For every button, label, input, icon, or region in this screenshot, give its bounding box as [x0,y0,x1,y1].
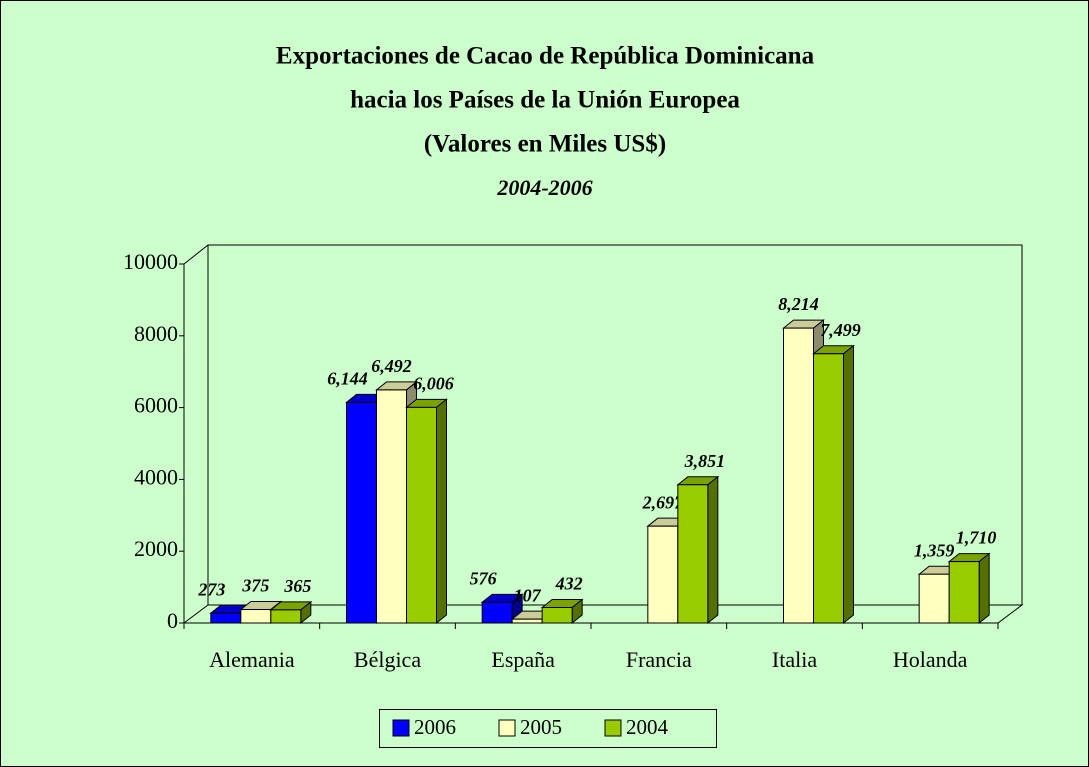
bar [240,609,272,624]
legend-swatch [498,719,516,737]
bar [481,601,513,624]
x-tick-label: Bélgica [354,647,421,672]
x-tick-label: Alemania [209,647,295,672]
y-tick-label: 2000 [134,536,178,561]
chart-title: Exportaciones de Cacao de República Domi… [276,43,815,70]
bar [677,484,709,624]
y-tick-label: 8000 [134,321,178,346]
legend-label: 2005 [520,715,562,739]
legend-label: 2004 [626,715,669,739]
y-tick-label: 6000 [134,393,178,418]
value-label: 7,499 [820,320,861,340]
bar [813,353,844,624]
bar-side [436,398,447,625]
bar [948,561,980,624]
bar [210,612,242,624]
chart-title: (Valores en Miles US$) [424,131,666,158]
legend-swatch [604,719,622,737]
y-tick-label: 0 [167,608,178,633]
bar [511,618,543,624]
value-label: 2,697 [642,492,685,512]
bar [406,406,437,624]
value-label: 576 [470,568,497,588]
x-tick-label: Italia [772,647,817,672]
value-label: 365 [283,576,311,596]
bar [783,327,814,624]
bar [918,573,950,624]
value-label: 432 [555,574,583,594]
bar [376,389,407,624]
value-label: 107 [514,585,542,605]
value-label: 1,359 [914,540,955,560]
bar [270,609,302,624]
value-label: 375 [241,576,269,596]
bar [346,401,377,624]
x-tick-label: Francia [626,647,692,672]
bar-side [843,344,854,625]
y-tick-label: 10000 [123,249,178,274]
value-label: 8,214 [778,294,819,314]
legend-label: 2006 [414,715,456,739]
value-label: 6,144 [327,369,368,389]
chart-title: hacia los Países de la Unión Europea [350,87,740,114]
chart-subtitle: 2004-2006 [496,175,592,200]
legend [379,709,717,748]
value-label: 6,006 [413,374,454,394]
bar-side [707,475,719,625]
value-label: 1,710 [956,528,997,548]
value-label: 6,492 [371,356,412,376]
x-tick-label: Holanda [893,647,968,672]
bar [541,606,573,624]
x-tick-label: España [491,647,555,672]
bar [647,525,679,624]
value-label: 273 [197,579,225,599]
value-label: 3,851 [684,451,726,471]
y-tick-label: 4000 [134,464,178,489]
legend-swatch [392,719,410,737]
bar-side [978,552,990,625]
